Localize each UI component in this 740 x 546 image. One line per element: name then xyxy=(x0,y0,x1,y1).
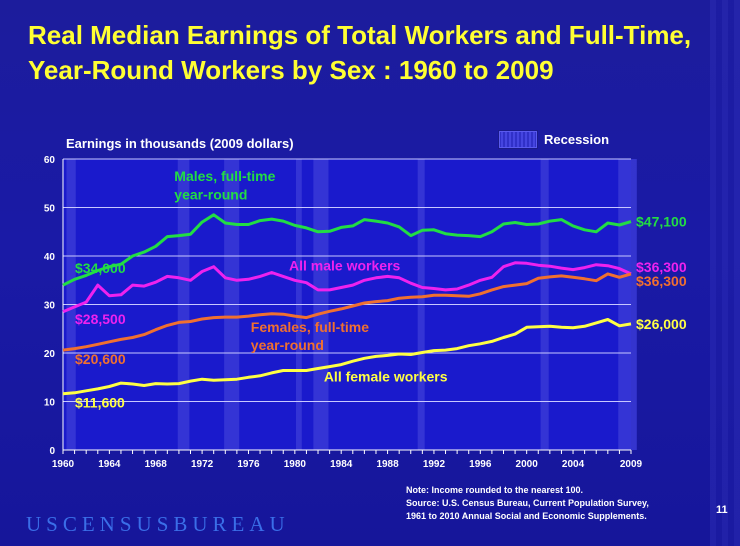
series-annotation: All female workers xyxy=(324,369,448,385)
x-tick-label: 1972 xyxy=(191,459,214,470)
x-tick-label: 1976 xyxy=(237,459,260,470)
x-tick-label: 2004 xyxy=(562,459,585,470)
x-tick-label: 1964 xyxy=(98,459,121,470)
y-tick-label: 10 xyxy=(44,398,56,409)
series-end-label: $36,300 xyxy=(636,259,687,275)
x-tick-label: 1980 xyxy=(284,459,307,470)
y-tick-label: 30 xyxy=(44,301,56,312)
census-bureau-logo: USCENSUSBUREAU xyxy=(26,512,290,536)
series-end-label: $47,100 xyxy=(636,214,687,230)
note-line: Source: U.S. Census Bureau, Current Popu… xyxy=(406,498,649,508)
series-end-label: $36,300 xyxy=(636,273,687,289)
page-number: 11 xyxy=(716,504,728,516)
legend: Recession xyxy=(498,130,609,149)
legend-recession-swatch xyxy=(498,130,538,149)
series-annotation: Females, full-time xyxy=(251,319,369,335)
legend-recession-label: Recession xyxy=(544,132,610,147)
decorative-side-stripes xyxy=(710,0,740,546)
series-annotation: year-round xyxy=(174,186,247,202)
series-start-label: $20,600 xyxy=(75,351,126,367)
y-tick-label: 60 xyxy=(44,155,56,166)
x-tick-label: 1984 xyxy=(330,459,353,470)
y-tick-label: 50 xyxy=(44,204,56,215)
series-line xyxy=(62,261,632,314)
y-tick-label: 40 xyxy=(44,252,56,263)
y-tick-label: 20 xyxy=(44,349,56,360)
series-end-label: $26,000 xyxy=(636,316,687,332)
series-start-label: $28,500 xyxy=(75,311,126,327)
note-line: Note: Income rounded to the nearest 100. xyxy=(406,485,584,495)
series-annotation: All male workers xyxy=(289,258,400,274)
y-tick-label: 0 xyxy=(49,446,55,457)
x-tick-label: 2009 xyxy=(620,459,643,470)
x-tick-label: 1968 xyxy=(145,459,168,470)
y-axis-label: Earnings in thousands (2009 dollars) xyxy=(66,136,294,151)
note-line: 1961 to 2010 Annual Social and Economic … xyxy=(406,511,647,521)
series-start-label: $34,000 xyxy=(75,260,126,276)
series-start-label: $11,600 xyxy=(75,395,125,411)
series-line xyxy=(62,272,632,352)
x-tick-label: 1996 xyxy=(469,459,492,470)
slide-title: Real Median Earnings of Total Workers an… xyxy=(28,20,692,85)
series-line xyxy=(62,318,632,396)
x-tick-label: 2000 xyxy=(516,459,539,470)
x-tick-label: 1988 xyxy=(376,459,399,470)
source-note: Note: Income rounded to the nearest 100.… xyxy=(406,484,706,523)
series-annotation: Males, full-time xyxy=(174,168,275,184)
series-annotation: year-round xyxy=(251,337,324,353)
x-tick-label: 1992 xyxy=(423,459,446,470)
series-line xyxy=(62,213,632,287)
x-tick-label: 1960 xyxy=(52,459,75,470)
